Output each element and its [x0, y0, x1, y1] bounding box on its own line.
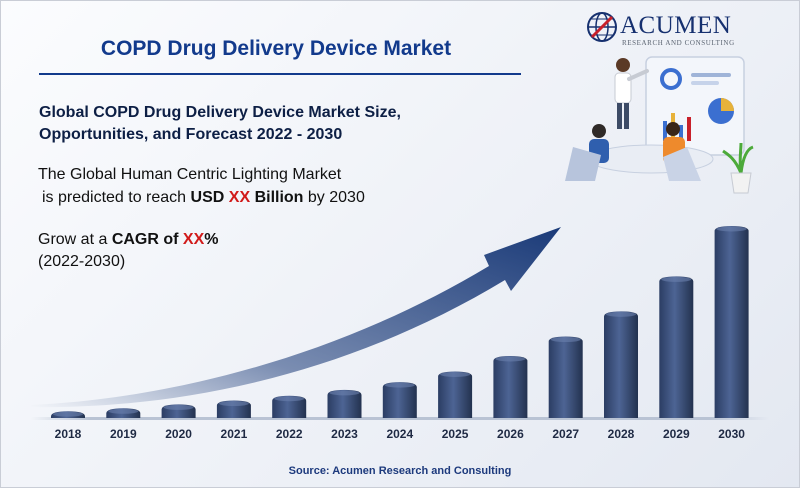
- plant-pot: [730, 172, 752, 194]
- x-tick-label: 2023: [331, 427, 358, 441]
- x-tick-label: 2022: [276, 427, 303, 441]
- bar-2027: [548, 336, 583, 418]
- market-value: XX: [228, 189, 251, 206]
- growth-prefix: Grow at a: [38, 231, 108, 248]
- subtitle-line-2: Opportunities, and Forecast 2022 - 2030: [39, 126, 343, 143]
- x-tick-label: 2024: [386, 427, 413, 441]
- description-line-2: is predicted to reach USD XX Billion by …: [38, 186, 458, 209]
- globe-icon: [587, 12, 617, 42]
- title-underline: [39, 73, 521, 75]
- chair-left: [565, 147, 601, 181]
- chair-right: [663, 147, 701, 181]
- subtitle-line-1: Global COPD Drug Delivery Device Market …: [39, 104, 401, 121]
- unit-label: Billion: [254, 189, 304, 206]
- description-suffix: by 2030: [307, 189, 365, 206]
- x-tick-label: 2027: [552, 427, 579, 441]
- x-tick-label: 2028: [608, 427, 635, 441]
- description-prefix: is predicted to reach: [42, 189, 187, 206]
- x-tick-label: 2029: [663, 427, 690, 441]
- cagr-value: XX: [182, 231, 205, 248]
- bar-2030: [714, 226, 749, 418]
- currency-label: USD: [190, 189, 225, 206]
- logo-wordmark: ACUMEN: [620, 12, 732, 39]
- chart-baseline: [31, 417, 769, 420]
- x-tick-label: 2026: [497, 427, 524, 441]
- bar-2026: [493, 355, 528, 418]
- x-tick-label: 2020: [165, 427, 192, 441]
- x-tick-label: 2030: [718, 427, 745, 441]
- x-tick-label: 2018: [55, 427, 82, 441]
- logo-tagline: RESEARCH AND CONSULTING: [622, 39, 735, 47]
- acumen-logo: ACUMEN RESEARCH AND CONSULTING: [586, 9, 766, 49]
- bar-2022: [272, 395, 307, 418]
- meeting-illustration: [565, 56, 754, 194]
- page-title: COPD Drug Delivery Device Market: [100, 37, 452, 60]
- plant-leaves: [722, 142, 754, 174]
- report-subtitle: Global COPD Drug Delivery Device Market …: [39, 102, 459, 146]
- market-description: The Global Human Centric Lighting Market…: [38, 163, 458, 209]
- description-line-1: The Global Human Centric Lighting Market: [38, 166, 342, 183]
- source-note: Source: Acumen Research and Consulting: [288, 465, 512, 477]
- bar-2021: [216, 400, 251, 418]
- growth-line-1: Grow at a CAGR of XX%: [38, 229, 338, 251]
- growth-period: (2022-2030): [38, 253, 126, 270]
- bar-2024: [382, 382, 417, 418]
- presenter-head: [616, 58, 630, 72]
- bar-2025: [438, 371, 473, 418]
- cagr-label: CAGR of: [111, 231, 179, 248]
- bar-2019: [106, 408, 141, 418]
- bar-2028: [604, 311, 638, 418]
- x-tick-label: 2021: [221, 427, 248, 441]
- bar-2023: [327, 389, 362, 418]
- x-tick-label: 2019: [110, 427, 137, 441]
- x-tick-label: 2025: [442, 427, 469, 441]
- person-left-head: [592, 124, 606, 138]
- growth-trend-arrow: [31, 227, 561, 408]
- bar-2020: [161, 404, 196, 418]
- percent-sign: %: [204, 231, 219, 248]
- growth-statement: Grow at a CAGR of XX% (2022-2030): [38, 229, 338, 273]
- bar-2029: [659, 276, 694, 418]
- person-right-head: [666, 122, 680, 136]
- donut-chart-icon: [660, 68, 682, 90]
- bar-2018: [51, 411, 85, 418]
